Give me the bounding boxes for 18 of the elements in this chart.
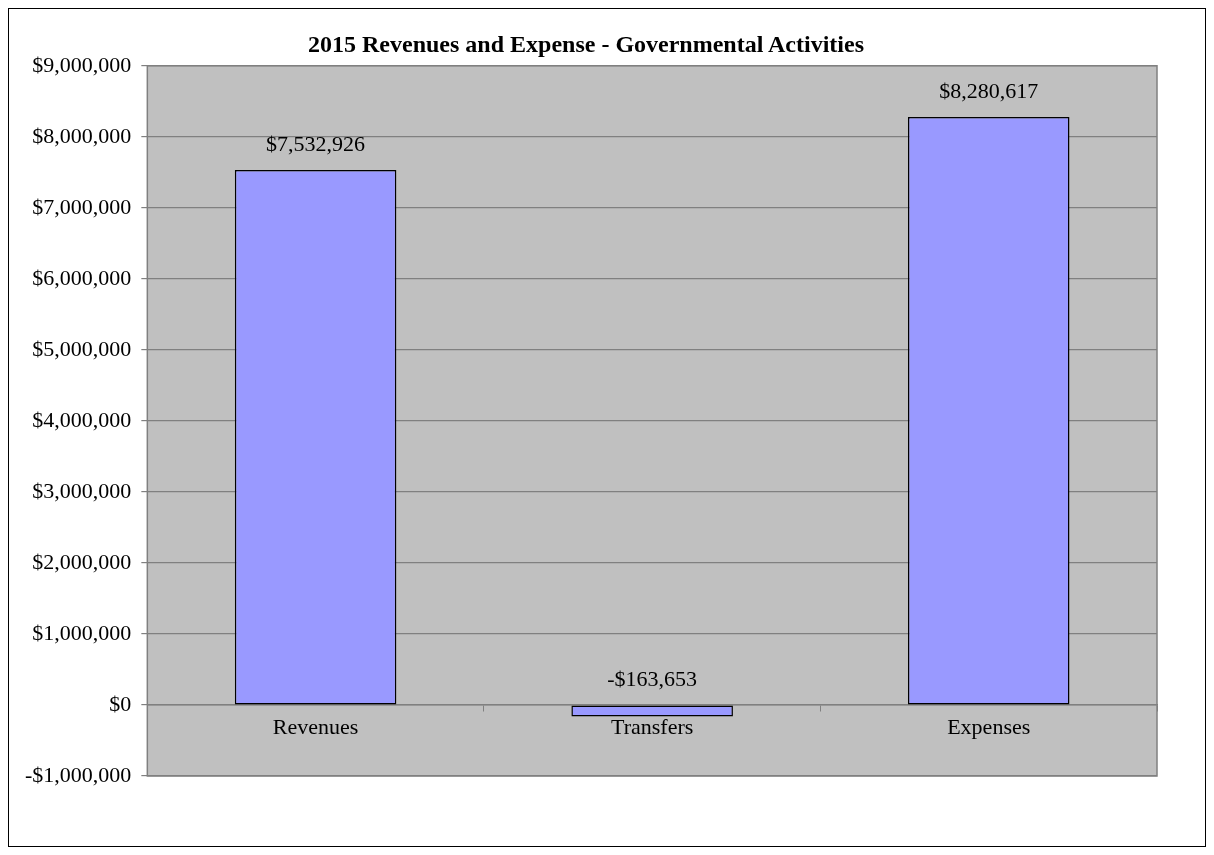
data-label: -$163,653 [607, 665, 698, 691]
y-tick-label: $9,000,000 [32, 51, 132, 77]
x-tick-label: Revenues [272, 713, 359, 739]
y-tick-label: $7,000,000 [32, 193, 132, 219]
y-tick-label: $5,000,000 [32, 335, 132, 361]
y-tick-label: $6,000,000 [32, 264, 132, 290]
data-label: $8,280,617 [939, 77, 1039, 103]
y-tick-label: $8,000,000 [32, 122, 132, 148]
y-tick-label: $3,000,000 [32, 477, 132, 503]
x-tick-label: Expenses [947, 713, 1031, 739]
y-tick-label: $1,000,000 [32, 619, 132, 645]
y-tick-label: -$1,000,000 [25, 761, 132, 787]
data-label: $7,532,926 [266, 130, 366, 156]
y-tick-label: $4,000,000 [32, 406, 132, 432]
y-tick-label: $2,000,000 [32, 548, 132, 574]
chart-title: 2015 Revenues and Expense - Governmental Activities [308, 30, 864, 57]
y-tick-label: $0 [109, 690, 132, 716]
x-tick-label: Transfers [611, 713, 694, 739]
